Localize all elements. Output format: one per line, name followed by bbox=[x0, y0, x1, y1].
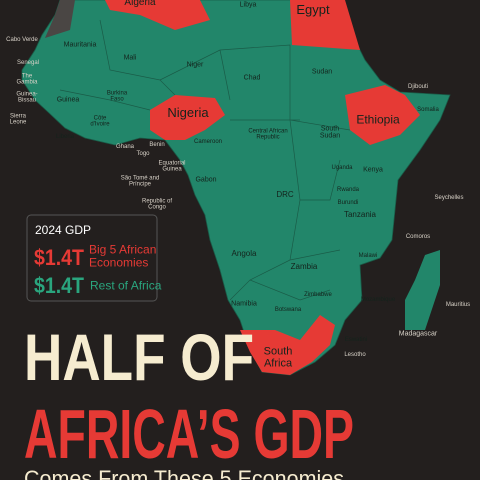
borders bbox=[59, 19, 351, 301]
country-label: Sudan bbox=[311, 68, 333, 76]
title-line1: HALF OF bbox=[24, 320, 254, 394]
legend-amount: $1.4T bbox=[34, 245, 84, 270]
country-label: Ghana bbox=[115, 143, 135, 150]
country-label: Benin bbox=[149, 141, 165, 148]
country-label: Djibouti bbox=[407, 83, 429, 90]
country-label: Guinea bbox=[56, 96, 80, 104]
country-label: Mauritania bbox=[63, 41, 97, 49]
country-label: Madagascar bbox=[398, 330, 438, 338]
country-label: Niger bbox=[186, 61, 204, 69]
country-label: Zimbabwe bbox=[304, 291, 332, 298]
country-label: Liberia bbox=[55, 133, 75, 140]
country-label: Cabo Verde bbox=[6, 36, 38, 43]
country-label: São Tomé and Príncipe bbox=[120, 175, 160, 188]
country-label: The Gambia bbox=[16, 73, 38, 86]
country-label: Lesotho bbox=[344, 351, 366, 358]
country-label: Algeria bbox=[124, 0, 156, 8]
country-label: Cameroon bbox=[193, 138, 223, 145]
legend-amount: $1.4T bbox=[34, 273, 84, 298]
country-label: Mozambique bbox=[360, 296, 396, 303]
country-label: Togo bbox=[136, 150, 150, 157]
country-label: Eswatini bbox=[344, 336, 368, 343]
country-label: Equatorial Guinea bbox=[158, 160, 186, 173]
country-label: Seychelles bbox=[434, 194, 464, 201]
country-label: Republic of Congo bbox=[141, 198, 173, 211]
south-africa bbox=[240, 315, 335, 375]
nigeria bbox=[150, 95, 225, 140]
country-label: Tanzania bbox=[343, 209, 377, 219]
country-label: Comoros bbox=[405, 233, 431, 240]
country-label: South Africa bbox=[263, 345, 293, 369]
egypt bbox=[290, 0, 360, 50]
country-label: Chad bbox=[243, 74, 261, 82]
country-label: Burkina Faso bbox=[106, 90, 128, 103]
country-label: Mauritius bbox=[445, 301, 471, 308]
algeria bbox=[105, 0, 210, 30]
subtitle: Comes From These 5 Economies bbox=[24, 466, 344, 480]
country-label: Zambia bbox=[290, 261, 318, 271]
country-label: Central African Republic bbox=[248, 128, 288, 141]
country-label: Egypt bbox=[296, 2, 330, 18]
ethiopia bbox=[345, 85, 420, 145]
legend-label: Rest of Africa bbox=[90, 278, 162, 293]
country-label: Malawi bbox=[358, 252, 378, 259]
country-label: Senegal bbox=[16, 59, 40, 66]
country-label: Botswana bbox=[274, 306, 302, 313]
country-label: Rwanda bbox=[336, 186, 360, 193]
country-label: Nigeria bbox=[167, 105, 209, 121]
country-label: Namibia bbox=[231, 300, 257, 308]
country-label: South Sudan bbox=[319, 125, 341, 140]
country-label: Mali bbox=[123, 54, 137, 62]
western-sahara bbox=[45, 0, 75, 38]
country-label: Angola bbox=[231, 248, 257, 258]
country-label: Côte d'Ivoire bbox=[90, 115, 110, 128]
country-label: Guinea-Bissau bbox=[16, 91, 38, 104]
legend-title: 2024 GDP bbox=[35, 223, 91, 237]
africa bbox=[21, 0, 451, 376]
country-label: Kenya bbox=[363, 166, 383, 174]
country-label: Somalia bbox=[417, 106, 439, 113]
legend-box bbox=[26, 214, 158, 302]
country-label: Sierra Leone bbox=[9, 113, 27, 126]
country-label: Gabon bbox=[195, 176, 217, 184]
madagascar bbox=[405, 250, 440, 330]
country-label: Libya bbox=[239, 1, 257, 9]
country-label: DRC bbox=[276, 189, 294, 199]
legend-label: Big 5 African Economies bbox=[89, 242, 157, 269]
country-label: Ethiopia bbox=[356, 112, 400, 127]
country-label: Uganda bbox=[331, 164, 353, 171]
country-label: Burundi bbox=[337, 199, 359, 206]
title-line2: AFRICA’S GDP bbox=[24, 395, 354, 473]
